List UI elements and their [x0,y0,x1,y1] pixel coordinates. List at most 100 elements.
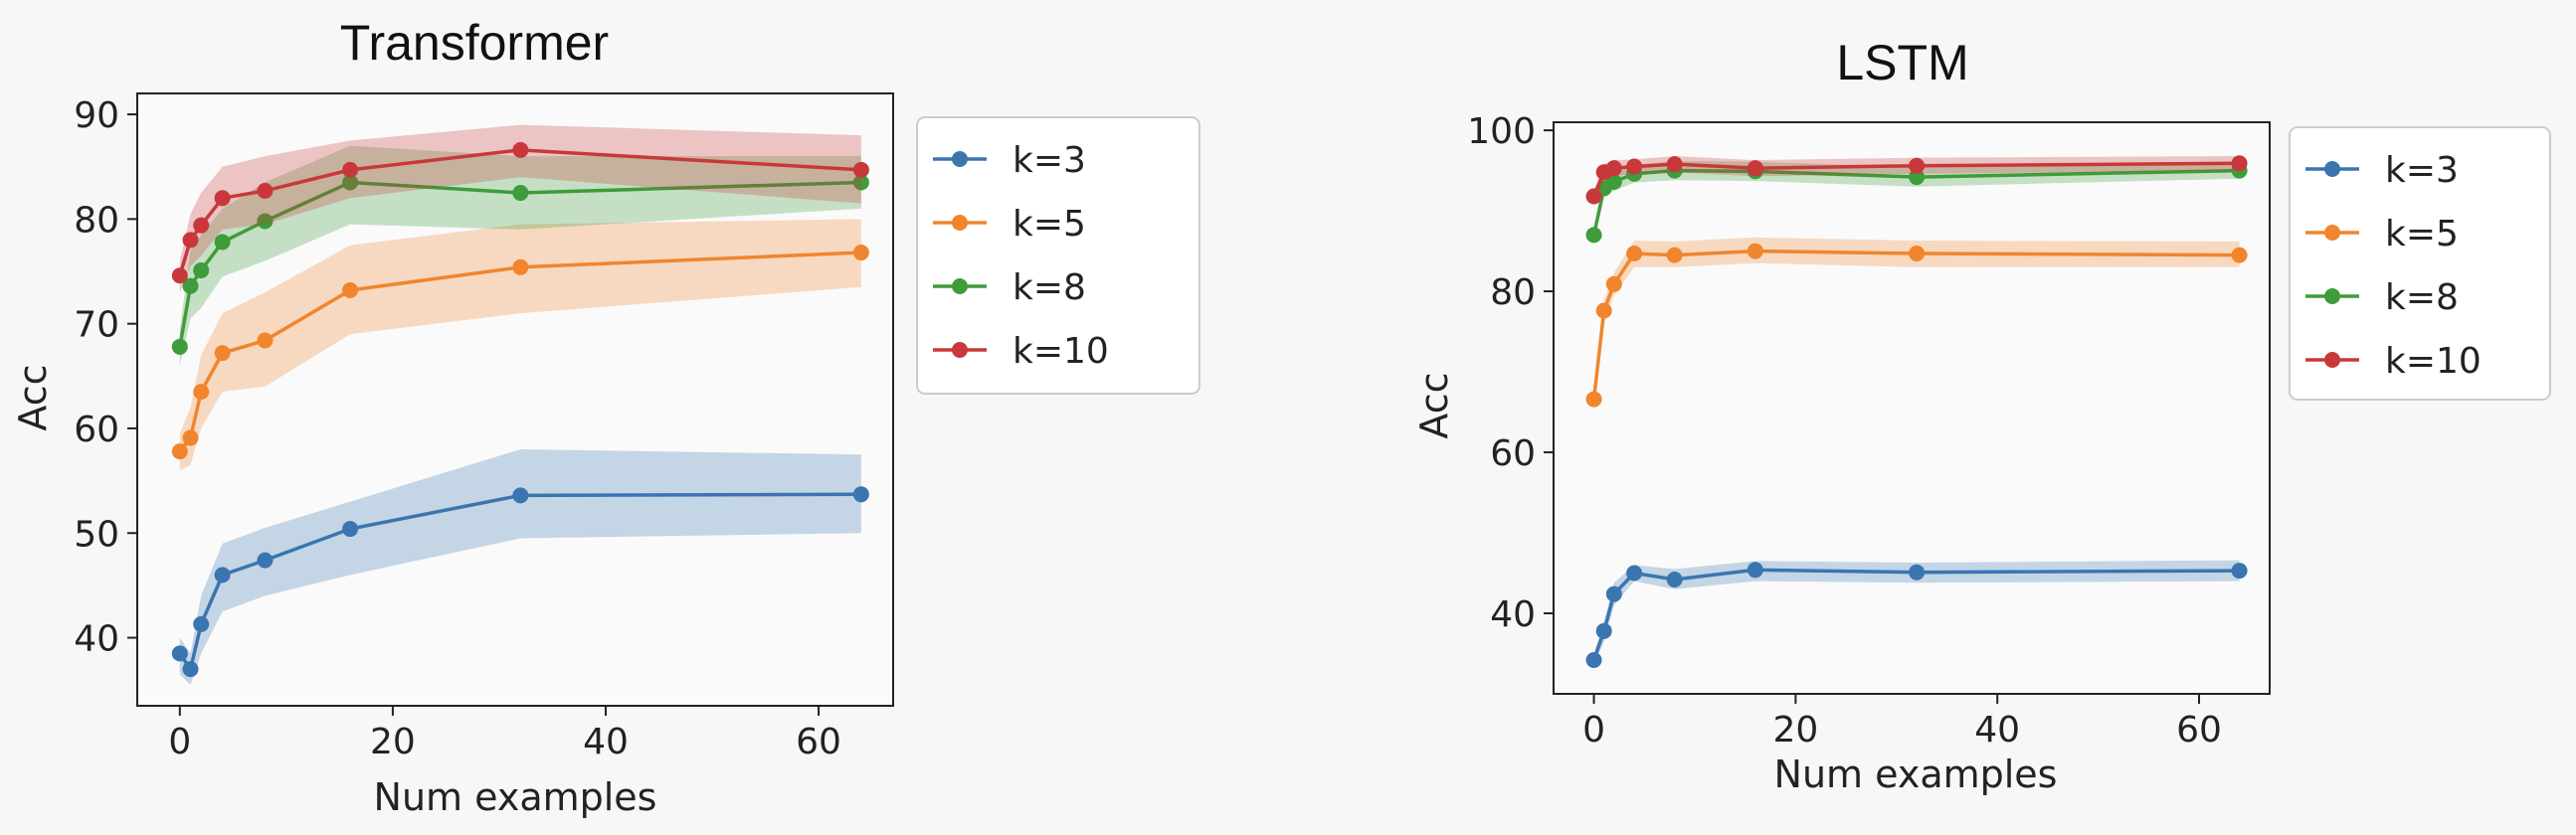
data-point [182,232,199,249]
data-point [257,182,274,199]
y-axis-label: Acc [11,364,55,430]
y-tick-label: 90 [74,95,119,136]
data-point [1626,565,1643,582]
data-point [214,190,231,207]
data-point [1909,169,1926,186]
legend-item: k=8 [933,267,1086,308]
x-axis-label: Num examples [1774,752,2058,796]
series-k=10 [1585,155,2248,205]
data-point [342,281,359,298]
data-point [1666,247,1683,263]
series-k=3 [171,449,869,685]
data-point [1909,246,1926,262]
series-k=10 [171,124,869,293]
series-k=8 [171,145,869,366]
data-point [852,245,869,261]
x-tick-label: 20 [370,722,416,762]
y-tick-label: 50 [74,514,119,555]
data-point [512,185,529,202]
data-point [182,429,199,446]
legend-marker [2324,288,2340,304]
y-tick-label: 60 [74,410,119,450]
x-tick-label: 0 [1582,710,1605,751]
y-tick-label: 60 [1490,433,1536,474]
legend-label: k=8 [1012,267,1086,308]
legend-item: k=5 [2305,214,2459,254]
data-point [1585,651,1602,668]
axes-frame [136,92,894,707]
data-point [1747,160,1763,177]
y-tick-label: 40 [1490,594,1536,635]
series-k=5 [1585,237,2248,408]
data-point [342,174,359,191]
x-tick-label: 60 [796,722,841,762]
data-point [214,567,231,584]
data-point [512,487,529,504]
data-point [1626,158,1643,175]
series-k=3 [1585,560,2248,668]
y-tick-label: 80 [74,200,119,241]
data-point [1605,160,1622,177]
data-point [171,645,188,662]
y-tick-label: 40 [74,619,119,660]
legend: k=3 k=5 k=8 k=10 [916,116,1200,395]
legend-item: k=3 [933,140,1086,181]
transformer-chart: Transformer Num examples Acc 0 20 40 60 40 50… [11,15,1200,819]
data-point [342,161,359,178]
axes-frame [1553,121,2271,695]
data-point [193,217,210,234]
legend-marker [2324,225,2340,241]
data-point [171,267,188,284]
data-point [1595,302,1612,319]
legend-item: k=10 [2305,341,2482,382]
lstm-chart: LSTM Num examples Acc 0 20 40 60 40 60 80 100 k=… [1412,35,2551,796]
data-point [1605,275,1622,292]
legend-marker [952,342,968,358]
x-tick-label: 60 [2176,710,2222,751]
legend-box [2289,126,2551,401]
x-tick-label: 0 [168,722,191,762]
series-k=5 [171,219,869,471]
data-point [512,141,529,158]
legend-marker [2324,161,2340,177]
data-point [214,234,231,250]
y-axis-label: Acc [1412,372,1456,438]
data-point [193,261,210,278]
data-point [342,521,359,538]
legend: k=3 k=5 k=8 k=10 [2289,126,2551,401]
chart-title: Transformer [340,15,609,71]
data-point [2231,563,2248,580]
legend-item: k=10 [933,331,1109,372]
data-point [257,552,274,569]
legend-item: k=5 [933,204,1086,245]
plot-area [1554,122,2270,694]
legend-label: k=10 [1012,331,1109,372]
data-point [1909,157,1926,174]
legend-label: k=3 [2385,150,2459,191]
data-point [193,384,210,401]
data-point [214,345,231,362]
data-point [171,443,188,460]
data-point [1595,622,1612,639]
data-point [512,258,529,275]
x-tick-label: 40 [583,722,629,762]
legend-label: k=10 [2385,341,2482,382]
data-point [852,486,869,503]
chart-title: LSTM [1836,35,1968,90]
legend-label: k=5 [1012,204,1086,245]
data-point [2231,247,2248,263]
legend-box [916,116,1200,395]
data-point [171,338,188,355]
legend-item: k=3 [2305,150,2459,191]
x-axis-label: Num examples [374,775,657,819]
data-point [182,661,199,678]
data-point [852,174,869,191]
y-tick-label: 100 [1467,111,1536,152]
data-point [1747,562,1763,579]
legend-marker [952,278,968,294]
data-point [2231,155,2248,172]
data-point [193,615,210,632]
y-tick-label: 70 [74,305,119,346]
confidence-band [179,145,861,366]
